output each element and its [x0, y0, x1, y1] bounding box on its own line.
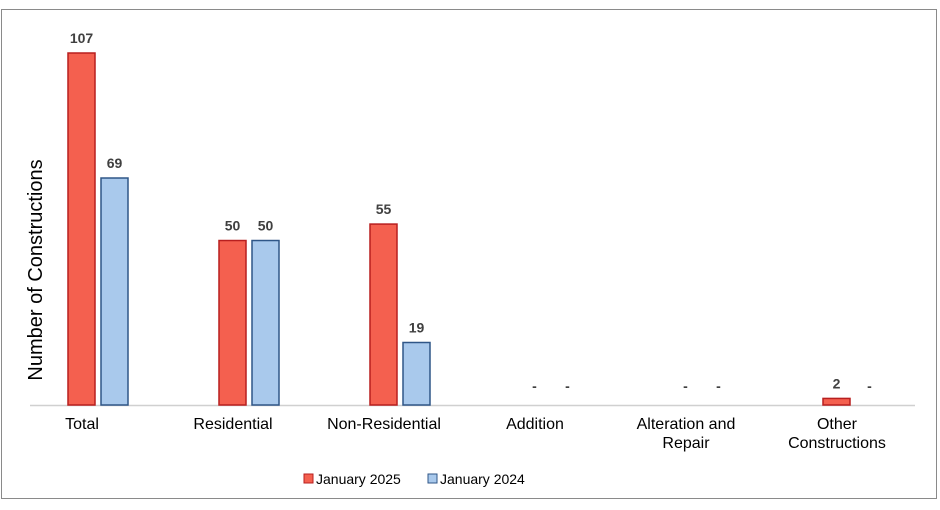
data-label-jan-2025-5: 2 — [833, 375, 841, 391]
bar-jan-2025-0 — [67, 52, 96, 406]
legend-label-jan-2025: January 2025 — [316, 471, 401, 487]
data-label-jan-2024-3: - — [565, 378, 570, 394]
data-label-jan-2025-0: 107 — [70, 30, 94, 46]
x-tick-label-4: Alteration and Repair — [637, 416, 736, 452]
x-tick-label-1: Residential — [193, 416, 272, 433]
bar-jan-2024-1 — [251, 239, 280, 406]
data-label-jan-2024-5: - — [867, 378, 872, 394]
bars-group — [67, 52, 851, 406]
x-tick-label-line: Alteration and — [637, 416, 736, 433]
x-tick-label-line: Repair — [662, 435, 710, 452]
data-label-jan-2024-4: - — [716, 378, 721, 394]
chart-frame — [1, 9, 937, 499]
bar-jan-2024-2 — [402, 341, 431, 406]
legend-swatch-jan-2024 — [427, 473, 438, 484]
x-tick-label-5: Other Constructions — [788, 416, 886, 452]
x-tick-label-2: Non-Residential — [327, 416, 441, 433]
x-tick-label-line: Non-Residential — [327, 416, 441, 433]
x-tick-labels-group: Total Residential Non-Residential Addition A… — [65, 416, 886, 452]
data-label-jan-2024-0: 69 — [107, 155, 123, 171]
data-labels-group: 107 69 50 50 55 19 - - - - 2 - — [70, 30, 872, 394]
x-tick-label-0: Total — [65, 416, 99, 433]
bar-jan-2024-0 — [100, 177, 129, 406]
x-tick-label-line: Other — [817, 416, 858, 433]
x-tick-label-line: Addition — [506, 416, 564, 433]
bar-jan-2025-2 — [369, 223, 398, 406]
bar-jan-2025-1 — [218, 239, 247, 406]
data-label-jan-2025-2: 55 — [376, 201, 392, 217]
data-label-jan-2024-1: 50 — [258, 218, 274, 234]
data-label-jan-2024-2: 19 — [409, 319, 425, 335]
x-tick-label-line: Residential — [193, 416, 272, 433]
bar-jan-2025-5 — [822, 397, 851, 406]
legend-swatch-jan-2025 — [303, 473, 314, 484]
x-tick-label-3: Addition — [506, 416, 564, 433]
data-label-jan-2025-4: - — [683, 378, 688, 394]
data-label-jan-2025-1: 50 — [225, 218, 241, 234]
y-axis-label: Number of Constructions — [25, 159, 47, 380]
x-tick-label-line: Total — [65, 416, 99, 433]
data-label-jan-2025-3: - — [532, 378, 537, 394]
legend: January 2025 January 2024 — [303, 471, 525, 487]
x-tick-label-line: Constructions — [788, 435, 886, 452]
legend-label-jan-2024: January 2024 — [440, 471, 525, 487]
